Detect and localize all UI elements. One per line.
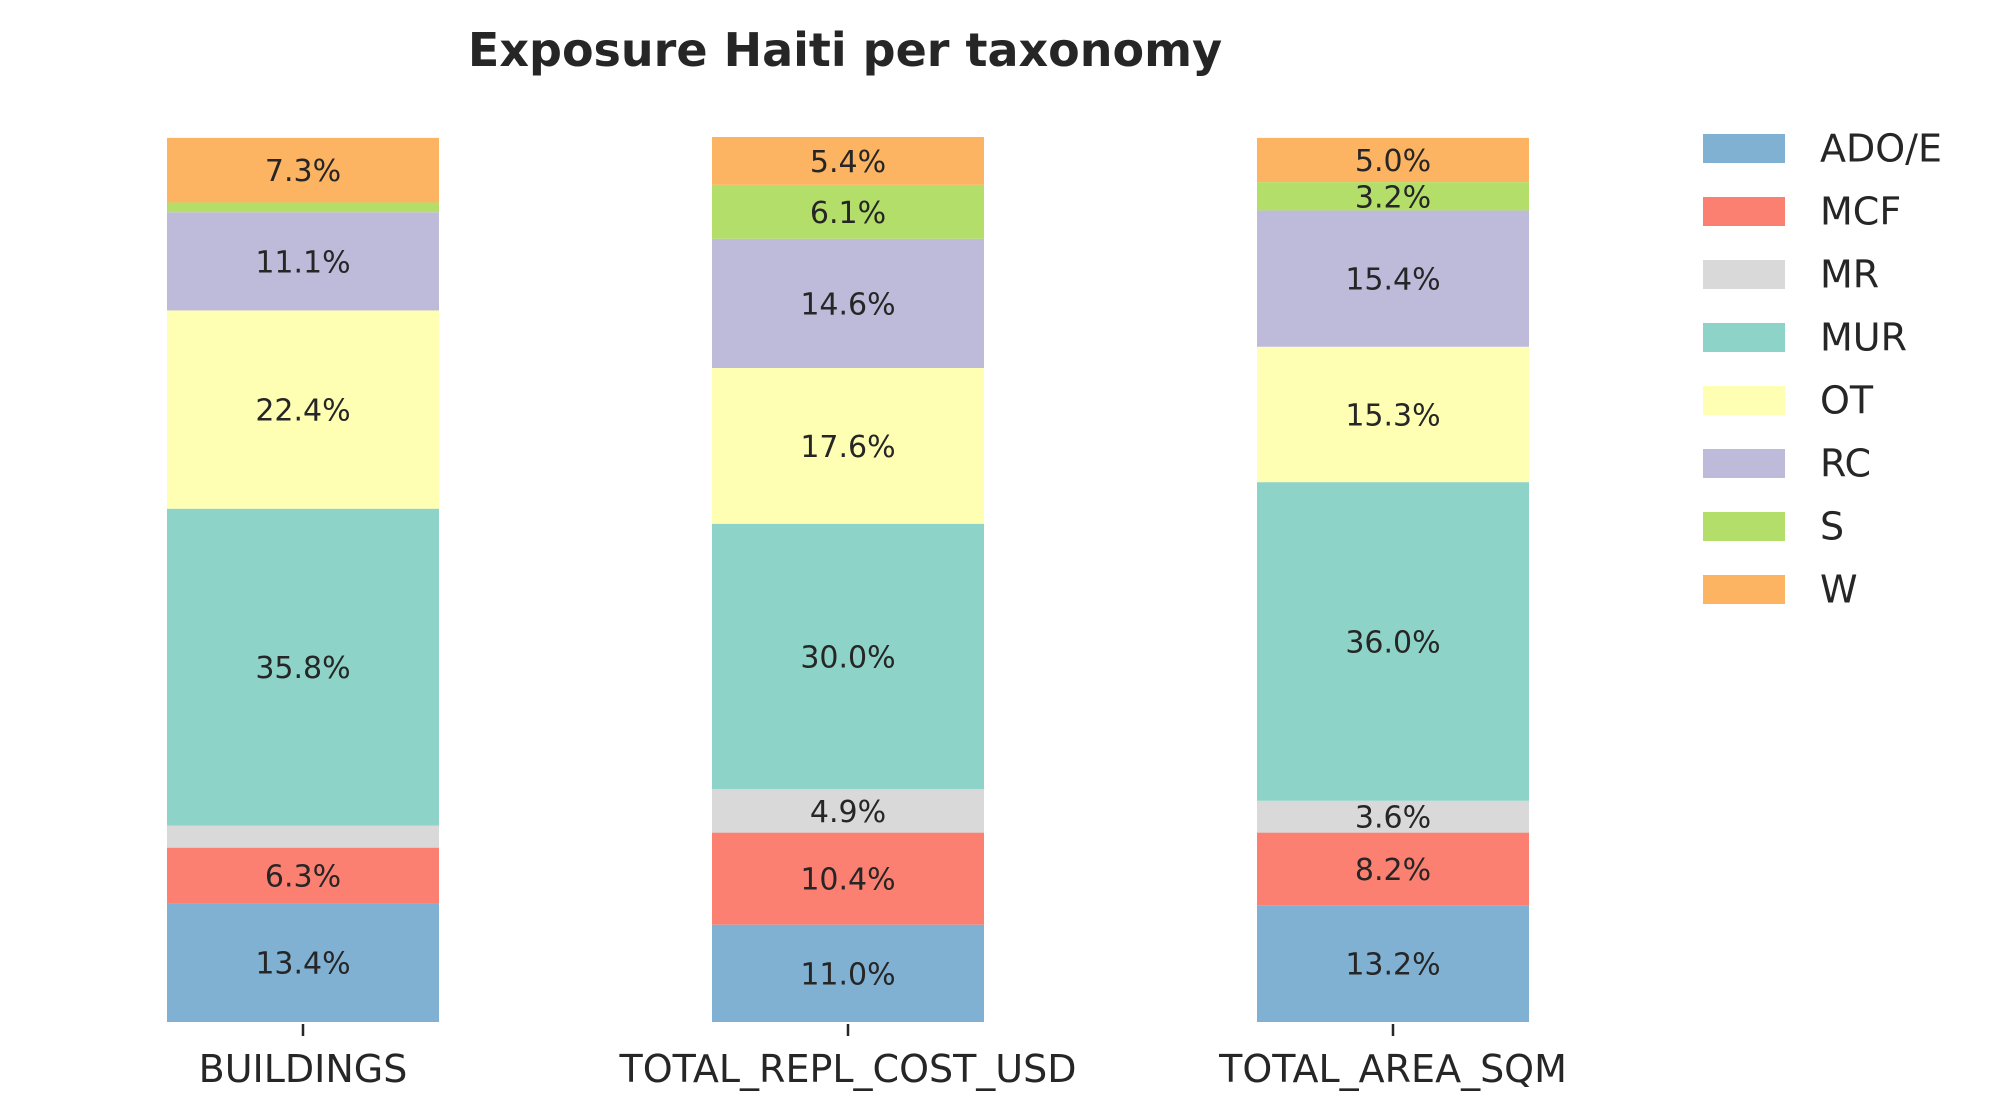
data-label: 7.3% xyxy=(265,154,341,189)
bar-segment-ot-total_repl_cost_usd xyxy=(712,367,984,524)
bars-group xyxy=(167,137,1529,1022)
chart-title: Exposure Haiti per taxonomy xyxy=(468,23,1222,77)
data-label: 13.4% xyxy=(255,947,350,982)
segment-labels-group: 13.4% 6.3% 35.8% 22.4% 11.1% 7.3% 11.0% 10.4% 4.… xyxy=(255,144,1440,992)
legend-swatch xyxy=(1703,197,1785,226)
legend-label: RC xyxy=(1820,442,1871,486)
bar-segment-mr-total_repl_cost_usd xyxy=(712,789,984,833)
data-label: 14.6% xyxy=(800,287,895,322)
data-label: 10.4% xyxy=(800,863,895,898)
data-label: 15.3% xyxy=(1345,398,1440,433)
data-label: 13.2% xyxy=(1345,948,1440,983)
data-label: 36.0% xyxy=(1345,625,1440,660)
legend-swatch xyxy=(1703,449,1785,478)
bar-segment-rc-total_repl_cost_usd xyxy=(712,238,984,368)
legend-label: ADO/E xyxy=(1820,127,1942,171)
bar-segment-mcf-total_area_sqm xyxy=(1257,832,1529,906)
bar-segment-mur-total_area_sqm xyxy=(1257,482,1529,801)
bar-segment-w-total_area_sqm xyxy=(1257,137,1529,183)
data-label: 4.9% xyxy=(810,795,886,830)
x-tick-label: BUILDINGS xyxy=(199,1047,408,1091)
legend-swatch xyxy=(1703,575,1785,604)
legend-label: W xyxy=(1820,568,1858,612)
bar-segment-rc-buildings xyxy=(167,212,439,311)
legend-swatch xyxy=(1703,386,1785,415)
data-label: 3.2% xyxy=(1355,180,1431,215)
legend-label: MUR xyxy=(1820,316,1907,360)
bar-segment-mur-total_repl_cost_usd xyxy=(712,523,984,790)
legend-swatch xyxy=(1703,323,1785,352)
legend-label: OT xyxy=(1820,379,1874,423)
legend: ADO/E MCF MR MUR OT RC SW xyxy=(1703,127,1942,612)
data-label: 22.4% xyxy=(255,394,350,429)
bar-segment-s-buildings xyxy=(167,202,439,213)
data-label: 5.4% xyxy=(810,145,886,180)
data-label: 35.8% xyxy=(255,651,350,686)
bar-segment-ot-total_area_sqm xyxy=(1257,346,1529,483)
bar-segment-mcf-total_repl_cost_usd xyxy=(712,832,984,925)
legend-swatch xyxy=(1703,512,1785,541)
legend-swatch xyxy=(1703,134,1785,163)
data-label: 11.0% xyxy=(800,957,895,992)
legend-label: S xyxy=(1820,505,1844,549)
data-label: 3.6% xyxy=(1355,801,1431,836)
bar-segment-w-buildings xyxy=(167,137,439,203)
legend-label: MR xyxy=(1820,253,1879,297)
x-tick-label: TOTAL_AREA_SQM xyxy=(1218,1047,1567,1091)
data-label: 6.1% xyxy=(810,196,886,231)
data-label: 11.1% xyxy=(255,245,350,280)
legend-label: MCF xyxy=(1820,190,1901,234)
bar-segment-w-total_repl_cost_usd xyxy=(712,137,984,185)
data-label: 15.4% xyxy=(1345,263,1440,298)
bar-segment-ado-e-total_repl_cost_usd xyxy=(712,924,984,1022)
data-label: 8.2% xyxy=(1355,853,1431,888)
bar-segment-s-total_area_sqm xyxy=(1257,182,1529,211)
data-label: 17.6% xyxy=(800,430,895,465)
data-label: 5.0% xyxy=(1355,144,1431,179)
bar-segment-ado-e-total_area_sqm xyxy=(1257,905,1529,1022)
bar-segment-mur-buildings xyxy=(167,508,439,826)
bar-segment-s-total_repl_cost_usd xyxy=(712,184,984,239)
bar-segment-rc-total_area_sqm xyxy=(1257,210,1529,347)
bar-segment-mr-total_area_sqm xyxy=(1257,800,1529,833)
data-label: 6.3% xyxy=(265,860,341,895)
x-axis: BUILDINGS TOTAL_REPL_COST_USD TOTAL_AREA_S… xyxy=(199,1024,1567,1091)
bar-segment-ado-e-buildings xyxy=(167,903,439,1022)
x-tick-label: TOTAL_REPL_COST_USD xyxy=(618,1047,1076,1091)
data-label: 30.0% xyxy=(800,640,895,675)
bar-segment-mr-buildings xyxy=(167,825,439,848)
bar-segment-mcf-buildings xyxy=(167,847,439,904)
legend-swatch xyxy=(1703,260,1785,289)
bar-segment-ot-buildings xyxy=(167,310,439,509)
